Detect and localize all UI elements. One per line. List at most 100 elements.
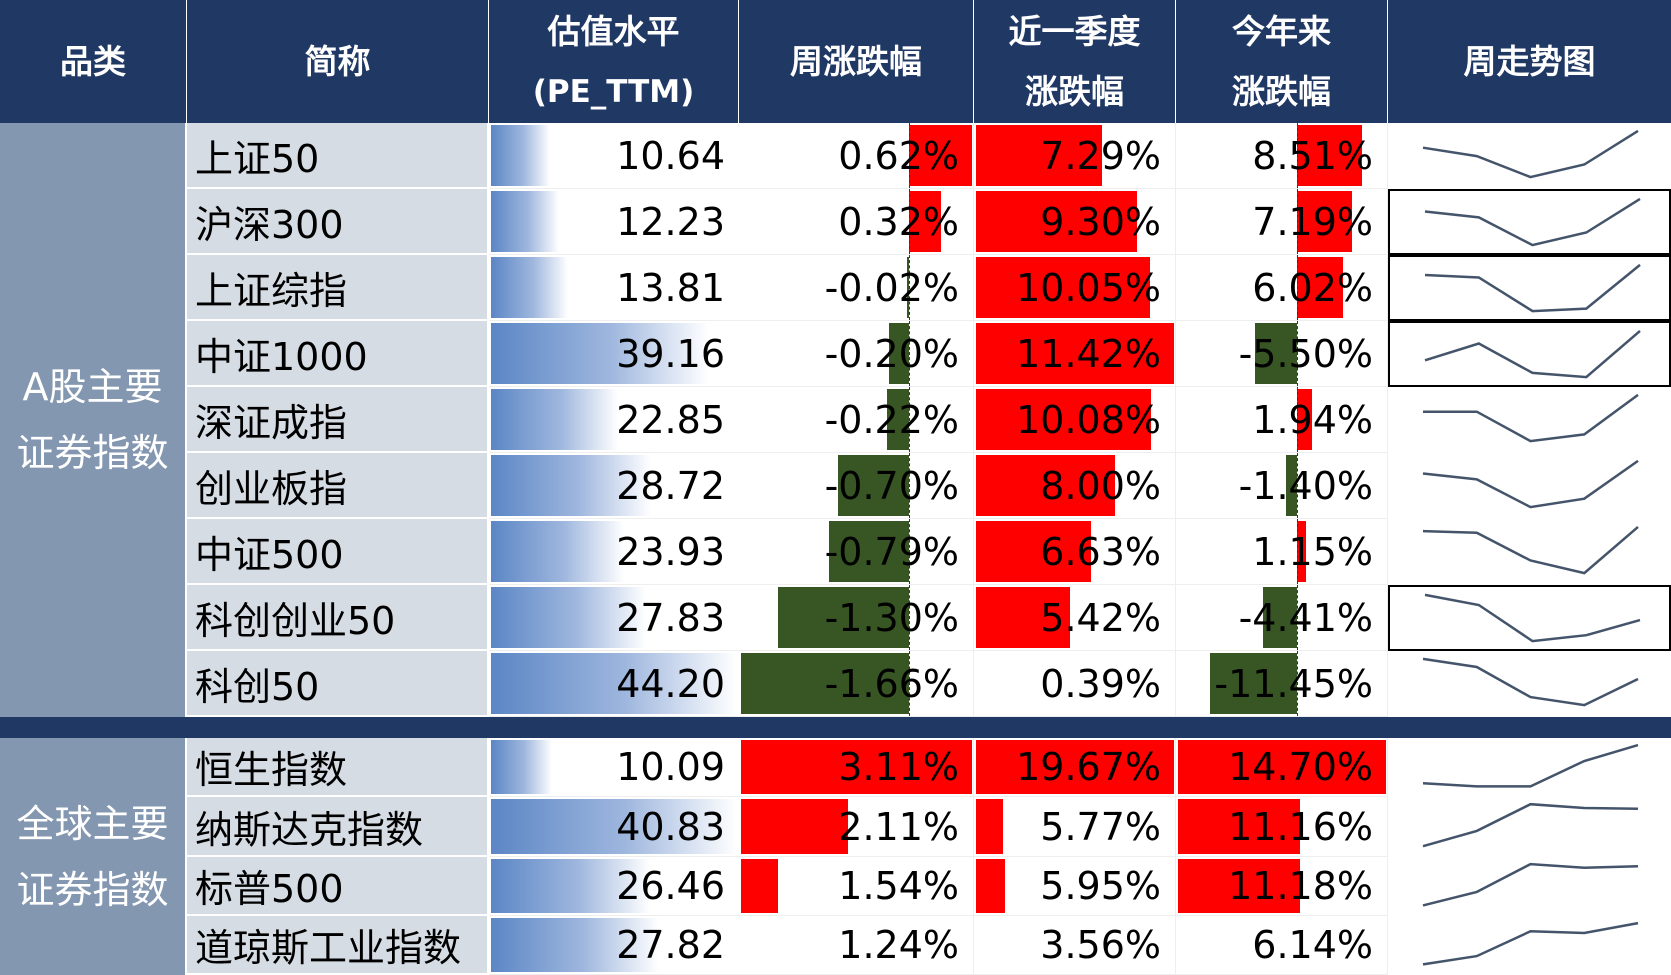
table-row: 沪深300 12.23 0.32% 9.30% 7.19% bbox=[187, 189, 1671, 255]
week-data-bar bbox=[741, 859, 778, 913]
week-data-bar bbox=[886, 389, 909, 450]
ytd-value: 1.94% bbox=[1252, 397, 1373, 442]
week-value: 0.32% bbox=[838, 199, 959, 244]
quarter-cell: 19.67% bbox=[974, 738, 1176, 797]
week-axis-line bbox=[909, 585, 910, 650]
week-axis-line bbox=[909, 255, 910, 320]
week-value: 1.24% bbox=[838, 923, 959, 967]
quarter-cell: 10.08% bbox=[974, 387, 1176, 453]
week-value: 3.11% bbox=[838, 745, 959, 789]
index-name-cell: 上证50 bbox=[187, 123, 489, 189]
week-cell: -0.02% bbox=[739, 255, 974, 321]
quarter-cell: 10.05% bbox=[974, 255, 1176, 321]
pe-cell: 10.64 bbox=[489, 123, 739, 189]
quarter-data-bar bbox=[976, 455, 1115, 516]
week-data-bar bbox=[838, 455, 910, 516]
quarter-value: 10.05% bbox=[1016, 265, 1161, 310]
header-week-label: 周涨跌幅 bbox=[790, 41, 922, 81]
week-cell: -1.66% bbox=[739, 651, 974, 717]
trend-sparkline bbox=[1424, 329, 1641, 379]
week-data-bar bbox=[741, 799, 848, 854]
ytd-value: -1.40% bbox=[1238, 463, 1373, 508]
week-data-bar bbox=[909, 191, 941, 252]
header-pe-line1: 估值水平 bbox=[547, 11, 680, 51]
ytd-cell: 6.14% bbox=[1176, 916, 1388, 975]
header-name: 简称 bbox=[187, 0, 489, 123]
trend-sparkline bbox=[1422, 862, 1639, 907]
index-name-cell: 深证成指 bbox=[187, 387, 489, 453]
quarter-data-bar bbox=[976, 859, 1005, 913]
week-data-bar bbox=[741, 740, 972, 794]
week-axis-line bbox=[909, 123, 910, 188]
ytd-value: 7.19% bbox=[1252, 199, 1373, 244]
trend-sparkline-cell bbox=[1388, 857, 1671, 916]
week-value: 1.54% bbox=[838, 864, 959, 908]
quarter-cell: 6.63% bbox=[974, 519, 1176, 585]
trend-sparkline-cell bbox=[1388, 519, 1671, 585]
category-a-share-line2: 证券指数 bbox=[16, 431, 169, 475]
pe-value: 28.72 bbox=[616, 463, 725, 508]
category-global-line2: 证券指数 bbox=[16, 867, 169, 912]
header-trend-label: 周走势图 bbox=[1463, 41, 1596, 81]
quarter-value: 19.67% bbox=[1016, 745, 1161, 789]
quarter-value: 9.30% bbox=[1040, 199, 1161, 244]
trend-sparkline-cell bbox=[1388, 738, 1671, 797]
ytd-data-bar bbox=[1178, 799, 1300, 854]
pe-value: 40.83 bbox=[616, 804, 725, 849]
index-name-cell: 科创50 bbox=[187, 651, 489, 717]
week-data-bar bbox=[777, 587, 909, 648]
category-a-share: A股主要 证券指数 bbox=[0, 123, 187, 717]
quarter-value: 6.63% bbox=[1040, 529, 1161, 574]
pe-value: 26.46 bbox=[616, 864, 725, 908]
ytd-cell: 1.94% bbox=[1176, 387, 1388, 453]
trend-sparkline bbox=[1422, 743, 1639, 788]
ytd-cell: -11.45% bbox=[1176, 651, 1388, 717]
trend-sparkline bbox=[1422, 802, 1639, 848]
trend-sparkline bbox=[1422, 459, 1639, 509]
trend-sparkline-cell bbox=[1388, 916, 1671, 975]
trend-sparkline-cell bbox=[1388, 797, 1671, 857]
pe-cell: 12.23 bbox=[489, 189, 739, 255]
table-row: 上证50 10.64 0.62% 7.29% 8.51% bbox=[187, 123, 1671, 189]
week-axis-line bbox=[909, 519, 910, 584]
table-row: 道琼斯工业指数 27.82 1.24% 3.56% 6.14% bbox=[187, 916, 1671, 975]
header-quarter: 近一季度 涨跌幅 bbox=[974, 0, 1176, 123]
trend-sparkline-cell bbox=[1388, 189, 1671, 255]
index-name: 科创50 bbox=[195, 664, 320, 709]
quarter-data-bar bbox=[976, 191, 1137, 252]
week-data-bar bbox=[741, 653, 910, 714]
trend-sparkline-cell bbox=[1388, 651, 1671, 717]
index-name: 上证综指 bbox=[195, 268, 348, 313]
index-name: 纳斯达克指数 bbox=[195, 807, 424, 852]
week-axis-line bbox=[909, 189, 910, 254]
quarter-data-bar bbox=[976, 740, 1174, 794]
ytd-data-bar bbox=[1178, 859, 1300, 913]
week-data-bar bbox=[829, 521, 910, 582]
table-row: 上证综指 13.81 -0.02% 10.05% 6.02% bbox=[187, 255, 1671, 321]
header-pe: 估值水平 (PE_TTM) bbox=[489, 0, 739, 123]
ytd-data-bar bbox=[1255, 323, 1298, 384]
week-cell: 1.54% bbox=[739, 857, 974, 916]
quarter-cell: 9.30% bbox=[974, 189, 1176, 255]
week-value: -0.02% bbox=[824, 265, 959, 310]
ytd-value: 14.70% bbox=[1228, 745, 1373, 789]
pe-value: 22.85 bbox=[616, 397, 725, 442]
week-cell: 2.11% bbox=[739, 797, 974, 857]
header-trend: 周走势图 bbox=[1388, 0, 1671, 123]
pe-data-bar bbox=[491, 125, 550, 186]
index-name: 标普500 bbox=[195, 867, 344, 911]
week-axis-line bbox=[909, 387, 910, 452]
ytd-data-bar bbox=[1297, 257, 1343, 318]
ytd-value: 11.16% bbox=[1228, 804, 1373, 849]
ytd-axis-line bbox=[1297, 453, 1298, 518]
pe-cell: 27.82 bbox=[489, 916, 739, 975]
week-data-bar bbox=[906, 257, 909, 318]
category-a-share-line1: A股主要 bbox=[22, 365, 163, 409]
index-name-cell: 标普500 bbox=[187, 857, 489, 916]
ytd-data-bar bbox=[1286, 455, 1298, 516]
trend-sparkline bbox=[1424, 197, 1641, 247]
pe-value: 23.93 bbox=[616, 529, 725, 574]
trend-sparkline-cell bbox=[1388, 453, 1671, 519]
table-row: 深证成指 22.85 -0.22% 10.08% 1.94% bbox=[187, 387, 1671, 453]
table-row: 科创50 44.20 -1.66% 0.39% -11.45% bbox=[187, 651, 1671, 717]
